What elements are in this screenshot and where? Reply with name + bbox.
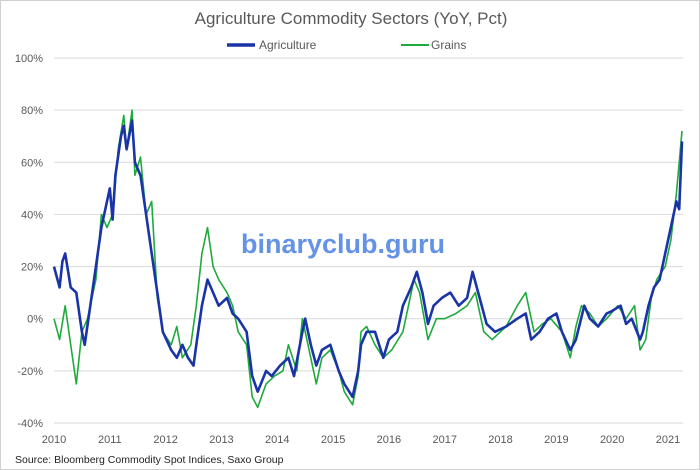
y-tick-label: -20% [17, 366, 43, 378]
y-tick-label: 0% [27, 314, 43, 326]
x-tick-label: 2018 [488, 434, 512, 446]
y-tick-label: 80% [21, 105, 43, 117]
x-tick-label: 2013 [209, 434, 233, 446]
y-tick-label: 40% [21, 209, 43, 221]
x-tick-label: 2020 [600, 434, 624, 446]
x-tick-label: 2010 [42, 434, 66, 446]
legend: Agriculture Grains [227, 38, 466, 52]
x-tick-label: 2011 [98, 434, 122, 446]
x-tick-label: 2014 [265, 434, 289, 446]
legend-label-grains: Grains [431, 38, 466, 52]
y-tick-label: 100% [15, 53, 43, 65]
series-line-agriculture [52, 119, 684, 399]
x-tick-label: 2019 [544, 434, 568, 446]
watermark: binaryclub.guru [241, 229, 445, 259]
x-tick-label: 2015 [321, 434, 345, 446]
y-tick-label: 60% [21, 157, 43, 169]
x-tick-label: 2021 [656, 434, 680, 446]
source-note: Source: Bloomberg Commodity Spot Indices… [15, 454, 284, 466]
chart-title: Agriculture Commodity Sectors (YoY, Pct) [195, 9, 508, 28]
y-tick-label: 20% [21, 262, 43, 274]
x-tick-label: 2012 [153, 434, 177, 446]
x-tick-label: 2017 [432, 434, 456, 446]
x-tick-label: 2016 [377, 434, 401, 446]
y-tick-label: -40% [17, 418, 43, 430]
legend-label-agriculture: Agriculture [259, 38, 317, 52]
